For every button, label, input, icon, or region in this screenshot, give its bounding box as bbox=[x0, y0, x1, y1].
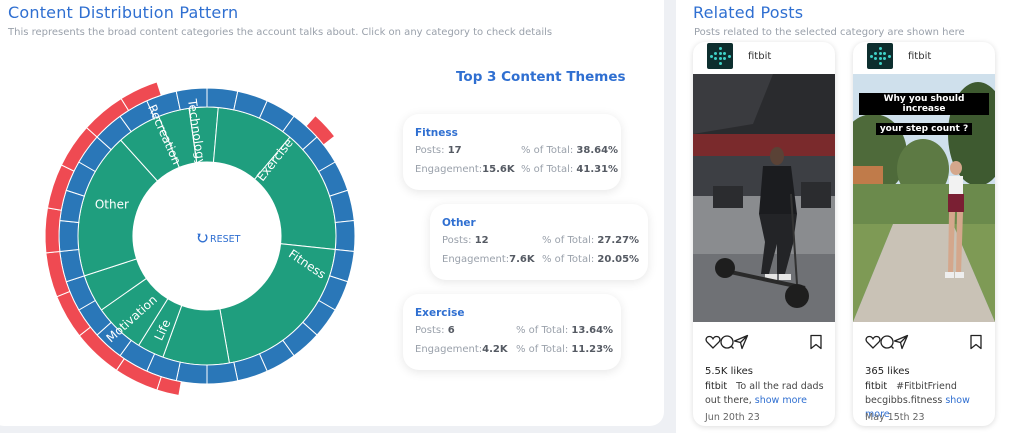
share-icon[interactable] bbox=[893, 334, 909, 350]
reset-button[interactable]: RESET bbox=[197, 233, 241, 245]
sunburst-middle-segment[interactable] bbox=[334, 219, 356, 253]
sunburst-outer-segment[interactable] bbox=[305, 114, 336, 146]
theme-card-exercise[interactable]: Exercise Posts: 6 % of Total: 13.64% Eng… bbox=[403, 294, 621, 370]
reset-icon bbox=[197, 233, 208, 243]
sunburst-outer-segment[interactable] bbox=[156, 376, 182, 397]
bookmark-icon[interactable] bbox=[809, 334, 823, 350]
sunburst-outer-segment[interactable] bbox=[44, 207, 62, 254]
theme-card-other[interactable]: Other Posts: 12 % of Total: 27.27% Engag… bbox=[430, 204, 648, 280]
post-actions bbox=[705, 334, 823, 352]
show-more-link[interactable]: show more bbox=[754, 395, 807, 406]
post-caption: fitbit #FitbitFriend becgibbs.fitness sh… bbox=[865, 381, 970, 420]
theme-engagement-row: Engagement:15.6K % of Total: 41.31% bbox=[415, 164, 619, 175]
top-themes-title: Top 3 Content Themes bbox=[456, 69, 626, 85]
comment-icon[interactable] bbox=[719, 334, 735, 350]
heart-icon[interactable] bbox=[865, 334, 881, 350]
sunburst-middle-segment[interactable] bbox=[206, 87, 239, 111]
sunburst-middle-segment[interactable] bbox=[175, 87, 208, 111]
post-date: Jun 20th 23 bbox=[705, 412, 760, 423]
heart-icon[interactable] bbox=[705, 334, 721, 350]
post-actions bbox=[865, 334, 983, 352]
show-more-link[interactable]: show more bbox=[865, 395, 970, 420]
post-username[interactable]: fitbit bbox=[748, 51, 772, 62]
post-header: fitbit bbox=[853, 42, 995, 74]
reset-label: RESET bbox=[210, 234, 241, 245]
post-username[interactable]: fitbit bbox=[908, 51, 932, 62]
related-title: Related Posts bbox=[693, 3, 804, 22]
sunburst-middle-segment[interactable] bbox=[175, 361, 208, 385]
post-likes: 365 likes bbox=[865, 366, 910, 377]
sunburst-inner-segment[interactable] bbox=[188, 108, 198, 163]
distribution-title: Content Distribution Pattern bbox=[8, 3, 239, 22]
theme-posts-row: Posts: 17 % of Total: 38.64% bbox=[415, 145, 619, 156]
post-image[interactable]: Why you should increase your step count … bbox=[853, 74, 995, 322]
theme-engagement-row: Engagement:4.2K % of Total: 11.23% bbox=[415, 344, 614, 355]
theme-name: Exercise bbox=[415, 307, 465, 319]
share-icon[interactable] bbox=[733, 334, 749, 350]
sunburst-middle-segment[interactable] bbox=[58, 219, 80, 253]
comment-icon[interactable] bbox=[879, 334, 895, 350]
bookmark-icon[interactable] bbox=[969, 334, 983, 350]
post-header: fitbit bbox=[693, 42, 835, 74]
theme-name: Fitness bbox=[415, 127, 458, 139]
post-likes: 5.5K likes bbox=[705, 366, 753, 377]
theme-name: Other bbox=[442, 217, 476, 229]
distribution-subtitle: This represents the broad content catego… bbox=[8, 27, 553, 38]
related-post-card[interactable]: fitbit Why you should increase your step… bbox=[853, 42, 995, 426]
related-post-card[interactable]: fitbit 5.5K likes fi bbox=[693, 42, 835, 426]
theme-engagement-row: Engagement:7.6K % of Total: 20.05% bbox=[442, 254, 640, 265]
fitbit-logo bbox=[707, 43, 733, 69]
theme-posts-row: Posts: 12 % of Total: 27.27% bbox=[442, 235, 640, 246]
sunburst-middle-segment[interactable] bbox=[206, 361, 239, 385]
sunburst-outer-segment[interactable] bbox=[120, 81, 162, 112]
post-image[interactable] bbox=[693, 74, 835, 322]
theme-card-fitness[interactable]: Fitness Posts: 17 % of Total: 38.64% Eng… bbox=[403, 114, 621, 190]
theme-posts-row: Posts: 6 % of Total: 13.64% bbox=[415, 325, 614, 336]
post-caption: fitbit To all the rad dads out there, sh… bbox=[705, 381, 824, 406]
sunburst-label-other: Other bbox=[95, 198, 129, 212]
post-date: May 15th 23 bbox=[865, 412, 925, 423]
related-subtitle: Posts related to the selected category a… bbox=[694, 27, 965, 38]
post-overlay-text: Why you should increase your step count … bbox=[859, 92, 989, 136]
fitbit-logo bbox=[867, 43, 893, 69]
sunburst-rings[interactable] bbox=[44, 81, 356, 397]
